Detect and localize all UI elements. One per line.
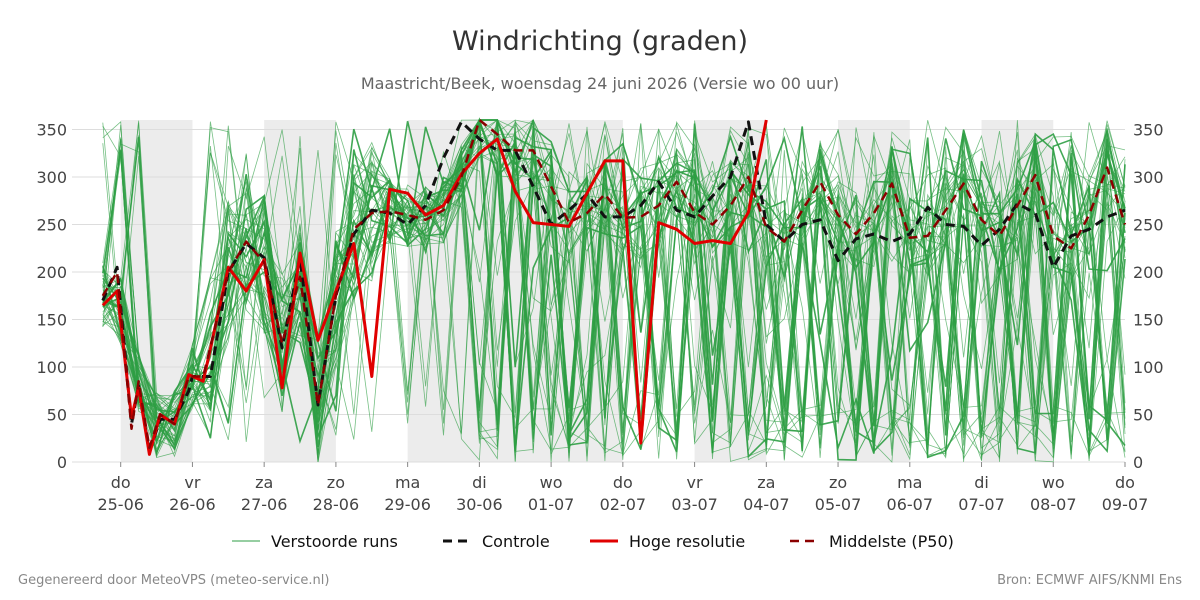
x-tick-date-0: 25-06 <box>97 495 144 514</box>
ensemble-run-48 <box>102 126 1126 462</box>
x-tick-date-2: 27-06 <box>241 495 288 514</box>
y-tick-right-250: 250 <box>1133 216 1164 235</box>
y-tick-left-50: 50 <box>47 406 67 425</box>
x-tick-date-13: 08-07 <box>1030 495 1077 514</box>
x-tick-day-14: do <box>1115 473 1135 492</box>
x-tick-day-9: za <box>757 473 775 492</box>
legend-label-ensemble: Verstoorde runs <box>271 532 398 551</box>
y-tick-right-350: 350 <box>1133 121 1164 140</box>
x-tick-date-6: 01-07 <box>528 495 575 514</box>
x-tick-date-3: 28-06 <box>313 495 360 514</box>
x-tick-day-12: di <box>974 473 989 492</box>
x-tick-day-3: zo <box>327 473 345 492</box>
x-tick-date-10: 05-07 <box>815 495 862 514</box>
x-tick-day-5: di <box>472 473 487 492</box>
y-tick-right-100: 100 <box>1133 358 1164 377</box>
ensemble-run-32 <box>102 119 1126 463</box>
x-tick-day-2: za <box>255 473 273 492</box>
ensemble-run-39 <box>102 123 1126 458</box>
ensemble-run-33 <box>102 129 1126 460</box>
x-tick-date-8: 03-07 <box>671 495 718 514</box>
y-tick-right-0: 0 <box>1133 453 1143 472</box>
y-tick-left-150: 150 <box>36 311 67 330</box>
y-tick-left-0: 0 <box>57 453 67 472</box>
x-tick-day-0: do <box>111 473 131 492</box>
ensemble-run-45 <box>102 135 1126 462</box>
x-tick-day-10: zo <box>829 473 847 492</box>
y-tick-left-250: 250 <box>36 216 67 235</box>
y-tick-right-50: 50 <box>1133 406 1153 425</box>
y-tick-left-350: 350 <box>36 121 67 140</box>
y-tick-right-150: 150 <box>1133 311 1164 330</box>
ensemble-run-49 <box>102 119 1126 457</box>
x-tick-day-6: wo <box>540 473 563 492</box>
ensemble-run-38 <box>102 119 1126 460</box>
x-tick-date-14: 09-07 <box>1102 495 1149 514</box>
legend: Verstoorde runs Controle Hoge resolutie Mid… <box>232 532 954 551</box>
y-tick-left-100: 100 <box>36 358 67 377</box>
x-tick-day-7: do <box>613 473 633 492</box>
y-tick-right-200: 200 <box>1133 263 1164 282</box>
x-tick-day-11: ma <box>897 473 922 492</box>
y-tick-right-300: 300 <box>1133 168 1164 187</box>
ensemble-run-13 <box>102 119 1126 460</box>
ensemble-run-42 <box>102 119 1126 460</box>
x-tick-date-9: 04-07 <box>743 495 790 514</box>
x-tick-date-5: 30-06 <box>456 495 503 514</box>
x-tick-date-12: 07-07 <box>958 495 1005 514</box>
x-tick-date-11: 06-07 <box>887 495 934 514</box>
y-tick-left-200: 200 <box>36 263 67 282</box>
x-tick-day-4: ma <box>395 473 420 492</box>
x-tick-day-1: vr <box>184 473 200 492</box>
chart-subtitle: Maastricht/Beek, woensdag 24 juni 2026 (… <box>361 74 839 93</box>
legend-label-median: Middelste (P50) <box>829 532 954 551</box>
footer-source: Bron: ECMWF AIFS/KNMI Ens <box>997 573 1182 588</box>
y-tick-left-300: 300 <box>36 168 67 187</box>
y-axis-left: 0 50 100 150 200 250 300 350 <box>36 121 67 473</box>
y-axis-right: 0 50 100 150 200 250 300 350 <box>1133 121 1164 473</box>
footer-credit: Gegenereerd door MeteoVPS (meteo-service… <box>18 573 329 588</box>
x-tick-date-7: 02-07 <box>600 495 647 514</box>
x-tick-date-1: 26-06 <box>169 495 216 514</box>
x-axis: do 25-06 vr 26-06 za 27-06 zo 28-06 ma 29-06 di 30-… <box>97 462 1148 514</box>
ensemble-run-50 <box>102 119 1126 459</box>
main-series <box>101 118 1127 456</box>
x-tick-date-4: 29-06 <box>384 495 431 514</box>
x-tick-day-8: vr <box>687 473 703 492</box>
x-tick-day-13: wo <box>1042 473 1065 492</box>
legend-label-control: Controle <box>482 532 550 551</box>
chart-title: Windrichting (graden) <box>452 26 748 57</box>
legend-label-high_res: Hoge resolutie <box>629 532 745 551</box>
